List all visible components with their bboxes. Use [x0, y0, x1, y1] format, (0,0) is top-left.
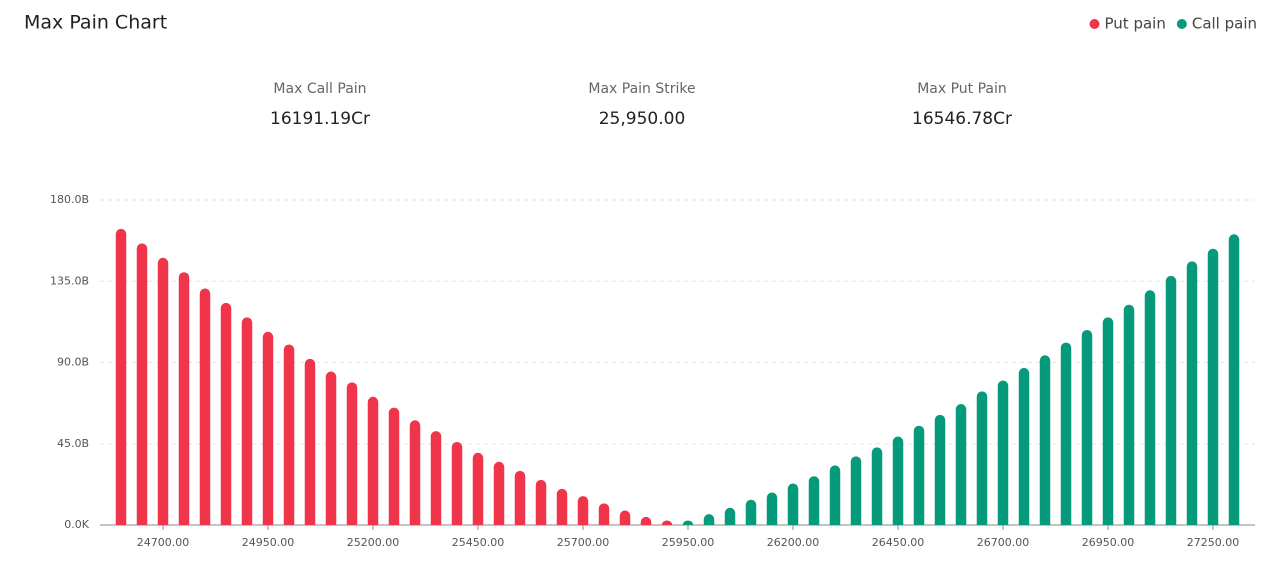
y-tick-label: 45.0B [57, 437, 89, 450]
bar [871, 447, 883, 525]
bar [787, 483, 799, 525]
legend-label: Put pain [1105, 15, 1166, 33]
bar [1123, 304, 1135, 525]
bar [661, 520, 673, 525]
y-tick-label: 135.0B [50, 274, 89, 287]
bar [913, 425, 925, 525]
bar [178, 272, 190, 525]
bar [157, 257, 169, 525]
bar [934, 414, 946, 525]
legend-marker [1089, 19, 1100, 29]
bar [1018, 367, 1030, 525]
bar [619, 510, 631, 525]
bar [703, 514, 715, 525]
bar [1165, 275, 1177, 525]
bar [766, 492, 778, 525]
bar [514, 470, 526, 525]
bar [241, 317, 253, 525]
bar [367, 396, 379, 525]
bar [535, 479, 547, 525]
bar [388, 407, 400, 525]
bar [220, 302, 232, 525]
bar [640, 516, 652, 525]
x-tick-label: 24950.00 [242, 536, 295, 549]
bar [745, 499, 757, 525]
bar [892, 436, 904, 525]
bar [115, 228, 127, 525]
bar [199, 288, 211, 525]
bar [472, 452, 484, 525]
bar [1186, 261, 1198, 525]
bar [682, 520, 694, 525]
bar [262, 331, 274, 525]
x-tick-label: 25700.00 [557, 536, 610, 549]
bar [1228, 234, 1240, 526]
bar [1207, 248, 1219, 526]
bar [850, 456, 862, 525]
stat-label: Max Pain Strike [588, 81, 695, 97]
stat-value: 25,950.00 [599, 109, 686, 129]
x-tick-label: 25950.00 [662, 536, 715, 549]
x-tick-label: 27250.00 [1187, 536, 1240, 549]
chart-title: Max Pain Chart [24, 12, 167, 34]
bar [598, 503, 610, 525]
bar [955, 404, 967, 525]
x-tick-label: 26700.00 [977, 536, 1030, 549]
y-tick-label: 90.0B [57, 356, 89, 369]
bar [136, 243, 148, 526]
bar [1102, 317, 1114, 525]
stat-value: 16191.19Cr [270, 109, 370, 129]
bar [829, 465, 841, 525]
x-tick-label: 26450.00 [872, 536, 925, 549]
bar [346, 382, 358, 525]
bar [409, 420, 421, 525]
x-tick-label: 26200.00 [767, 536, 820, 549]
bar [493, 461, 505, 525]
x-tick-label: 24700.00 [137, 536, 190, 549]
legend-marker [1176, 19, 1187, 29]
y-tick-label: 180.0B [50, 193, 89, 206]
bar [451, 441, 463, 525]
x-tick-label: 25450.00 [452, 536, 505, 549]
stat-label: Max Call Pain [273, 81, 366, 97]
bar [1081, 330, 1093, 525]
legend-label: Call pain [1192, 15, 1257, 33]
stat-value: 16546.78Cr [912, 109, 1012, 129]
bar [1144, 290, 1156, 525]
bar [556, 488, 568, 525]
bar [430, 431, 442, 525]
bar [997, 380, 1009, 525]
x-tick-label: 25200.00 [347, 536, 400, 549]
stat-label: Max Put Pain [917, 81, 1007, 97]
bar [304, 358, 316, 525]
bar [325, 371, 337, 525]
bar [1060, 342, 1072, 525]
bar [808, 476, 820, 525]
y-tick-label: 0.0K [64, 518, 89, 531]
bar [1039, 355, 1051, 525]
bar [724, 507, 736, 525]
bar [283, 344, 295, 525]
x-tick-label: 26950.00 [1082, 536, 1135, 549]
bar [577, 496, 589, 525]
bar [976, 391, 988, 525]
